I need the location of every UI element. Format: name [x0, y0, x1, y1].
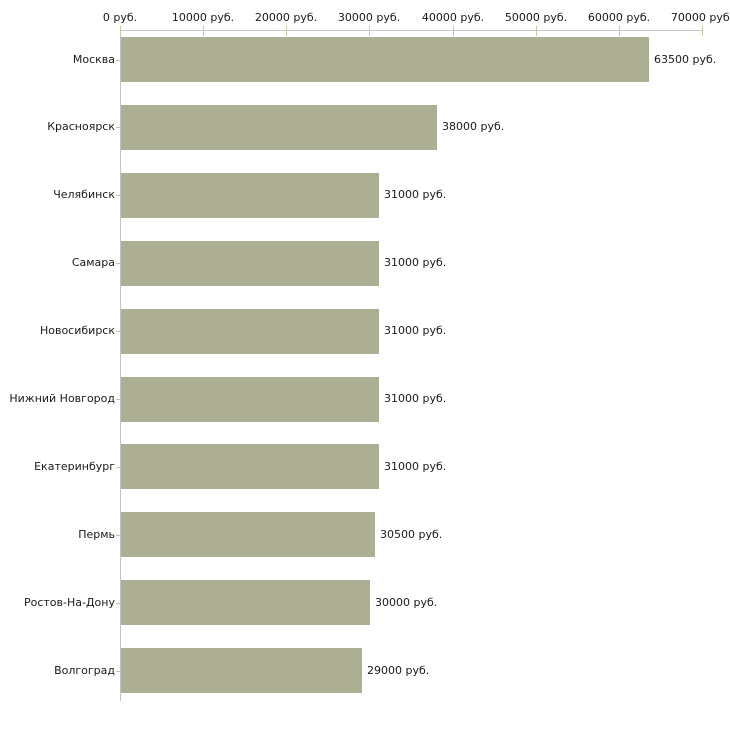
- value-label: 31000 руб.: [384, 460, 447, 473]
- value-label: 30000 руб.: [375, 596, 438, 609]
- y-axis-tick: [116, 467, 120, 468]
- x-axis-tick-label: 10000 руб.: [171, 11, 235, 24]
- value-label: 31000 руб.: [384, 188, 447, 201]
- bar: [121, 173, 379, 218]
- category-label: Челябинск: [53, 188, 115, 201]
- x-axis-tick: [702, 26, 703, 36]
- x-axis-tick-label: 60000 руб.: [587, 11, 651, 24]
- x-axis-tick: [286, 26, 287, 36]
- category-label: Новосибирск: [39, 324, 115, 337]
- bar: [121, 377, 379, 422]
- x-axis-tick: [453, 26, 454, 36]
- y-axis-tick: [116, 60, 120, 61]
- category-label: Самара: [71, 256, 115, 269]
- bar: [121, 241, 379, 286]
- x-axis-tick: [203, 26, 204, 36]
- value-label: 30500 руб.: [380, 528, 443, 541]
- x-axis-line: [120, 30, 703, 31]
- y-axis-line: [120, 30, 121, 701]
- bar: [121, 309, 379, 354]
- x-axis-tick-label: 0 руб.: [102, 11, 138, 24]
- x-axis-tick: [619, 26, 620, 36]
- y-axis-tick: [116, 127, 120, 128]
- y-axis-tick: [116, 195, 120, 196]
- x-axis-tick-label: 40000 руб.: [421, 11, 485, 24]
- y-axis-tick: [116, 331, 120, 332]
- x-axis-tick-label: 30000 руб.: [337, 11, 401, 24]
- category-label: Ростов-На-Дону: [23, 596, 115, 609]
- value-label: 38000 руб.: [442, 120, 505, 133]
- category-label: Нижний Новгород: [9, 392, 115, 405]
- x-axis-tick-label: 50000 руб.: [504, 11, 568, 24]
- value-label: 31000 руб.: [384, 324, 447, 337]
- x-axis-tick: [120, 26, 121, 36]
- category-label: Москва: [72, 53, 115, 66]
- category-label: Красноярск: [47, 120, 115, 133]
- x-axis-tick: [369, 26, 370, 36]
- x-axis-tick-label: 70000 руб.: [670, 11, 730, 24]
- bar: [121, 580, 370, 625]
- bar: [121, 444, 379, 489]
- y-axis-tick: [116, 603, 120, 604]
- value-label: 63500 руб.: [654, 53, 717, 66]
- value-label: 29000 руб.: [367, 664, 430, 677]
- bar: [121, 105, 437, 150]
- x-axis-tick-label: 20000 руб.: [254, 11, 318, 24]
- y-axis-tick: [116, 399, 120, 400]
- y-axis-tick: [116, 671, 120, 672]
- bar: [121, 648, 362, 693]
- y-axis-tick: [116, 535, 120, 536]
- value-label: 31000 руб.: [384, 256, 447, 269]
- category-label: Волгоград: [54, 664, 115, 677]
- category-label: Екатеринбург: [34, 460, 115, 473]
- y-axis-tick: [116, 263, 120, 264]
- bar: [121, 37, 649, 82]
- category-label: Пермь: [78, 528, 115, 541]
- bar: [121, 512, 375, 557]
- value-label: 31000 руб.: [384, 392, 447, 405]
- x-axis-tick: [536, 26, 537, 36]
